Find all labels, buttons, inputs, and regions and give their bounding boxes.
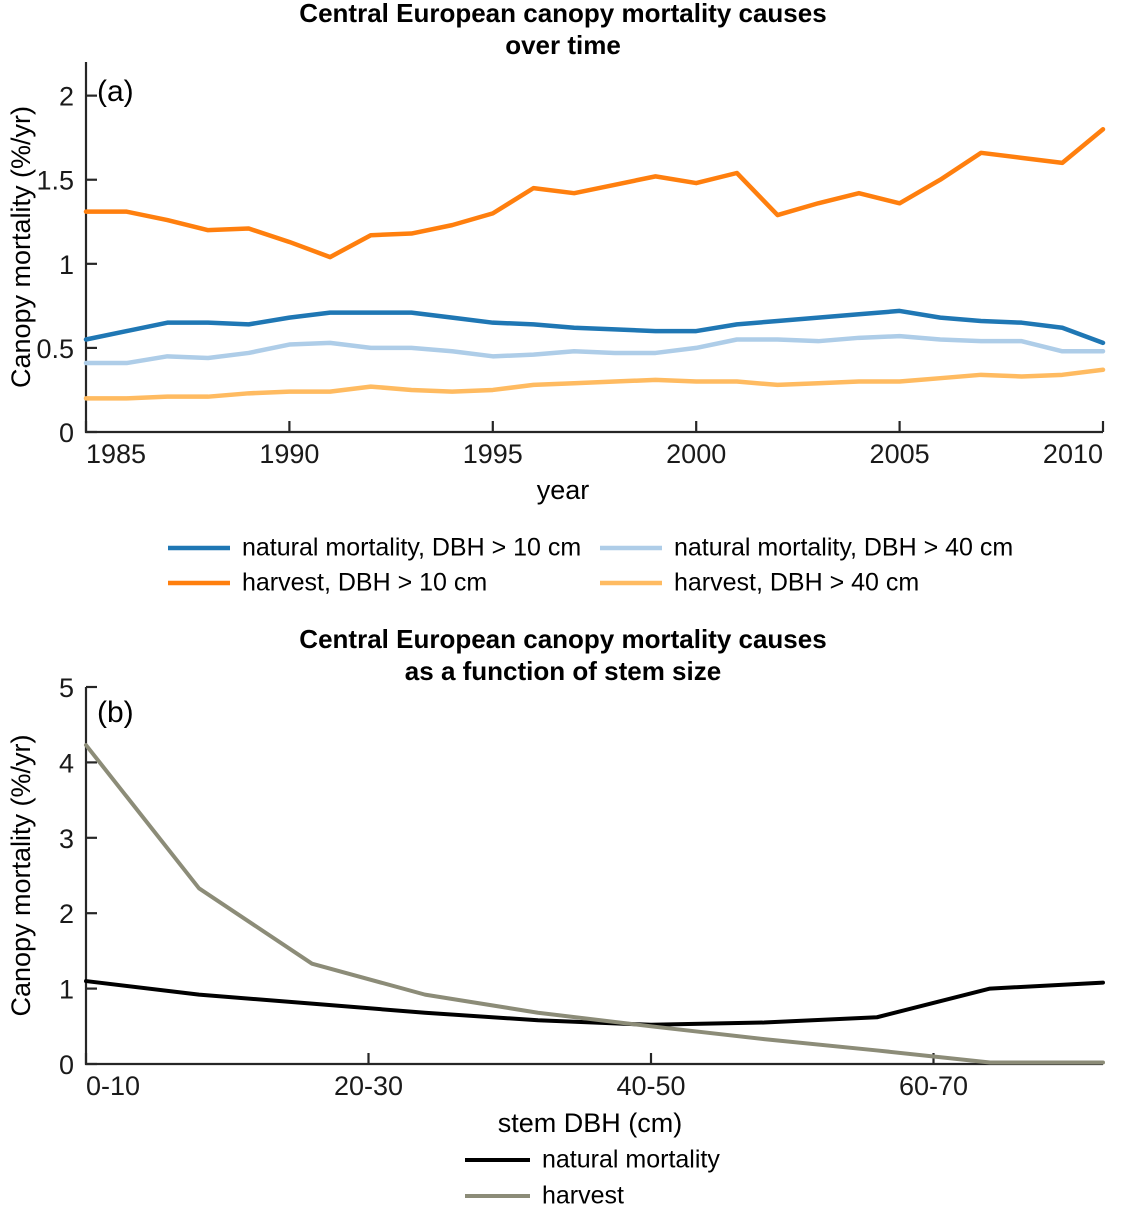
panel-a-xlabel: year — [537, 475, 590, 505]
panel-a-legend-label: harvest, DBH > 40 cm — [674, 569, 919, 597]
panel-a-title-line1: Central European canopy mortality causes — [299, 0, 826, 28]
panel-a-series-line — [83, 367, 1106, 401]
panel-a-series-line — [83, 127, 1106, 260]
panel-b-ytick-label: 1 — [59, 975, 74, 1005]
panel-b-xlabel: stem DBH (cm) — [498, 1108, 683, 1138]
panel-a-xtick-label: 2000 — [666, 439, 726, 469]
panel-a-ytick-label: 0 — [59, 418, 74, 448]
panel-b-ytick-label: 3 — [59, 824, 74, 854]
panel-a-ytick-label: 1.5 — [36, 166, 74, 196]
panel-b-xtick-label: 0-10 — [86, 1071, 140, 1101]
panel-a-ytick-label: 1 — [59, 250, 74, 280]
panel-a-legend-label: natural mortality, DBH > 40 cm — [674, 534, 1013, 562]
panel-a-xtick-label: 1990 — [259, 439, 319, 469]
panel-a-xtick-label: 1985 — [86, 439, 146, 469]
panel-b-xtick-label: 20-30 — [334, 1071, 403, 1101]
panel-a-ylabel: Canopy mortality (%/yr) — [6, 106, 36, 388]
panel-a-legend-label: natural mortality, DBH > 10 cm — [242, 534, 581, 562]
panel-b-xtick-label: 60-70 — [899, 1071, 968, 1101]
panel-b-ytick-label: 5 — [59, 673, 74, 703]
panel-b-ytick-label: 4 — [59, 748, 74, 778]
panel-a-legend-label: harvest, DBH > 10 cm — [242, 569, 487, 597]
panel-b-series-line — [84, 743, 1105, 1065]
panel-b-title-line2: as a function of stem size — [405, 656, 721, 686]
panel-a-series-line — [83, 308, 1106, 346]
panel-b-ylabel: Canopy mortality (%/yr) — [6, 734, 36, 1016]
panel-a-ytick-label: 2 — [59, 82, 74, 112]
panel-b-ytick-label: 2 — [59, 899, 74, 929]
panel-a-title-line2: over time — [505, 30, 621, 60]
panel-b-axes — [84, 687, 1103, 1066]
panel-a-ytick-label: 0.5 — [36, 334, 74, 364]
panel-b-legend-label: natural mortality — [542, 1146, 720, 1174]
panel-b-xtick-label: 40-50 — [616, 1071, 685, 1101]
panel-a-xtick-label: 2005 — [870, 439, 930, 469]
panel-b-ytick-label: 0 — [59, 1050, 74, 1080]
panel-b-label: (b) — [97, 696, 134, 729]
panel-a-xtick-label: 1995 — [463, 439, 523, 469]
panel-b-title-line1: Central European canopy mortality causes — [299, 624, 826, 654]
panel-a-series-line — [83, 333, 1106, 366]
panel-b-series-line — [84, 979, 1105, 1027]
panel-a-xtick-label: 2010 — [1043, 439, 1103, 469]
panel-b-legend-label: harvest — [542, 1182, 624, 1210]
panel-a-label: (a) — [97, 75, 134, 108]
